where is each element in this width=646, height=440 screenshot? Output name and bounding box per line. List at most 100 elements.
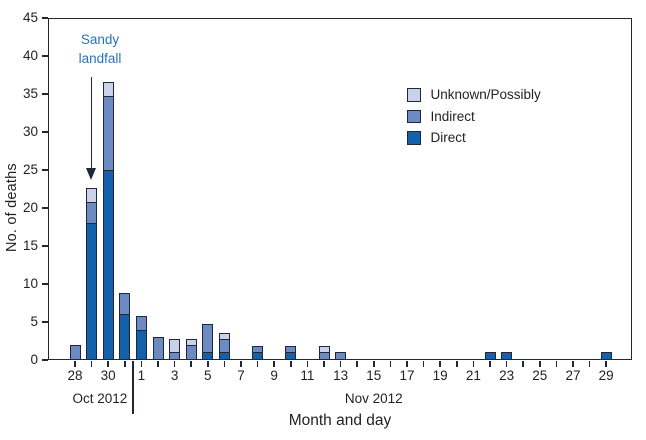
y-tick: [41, 93, 48, 95]
bar-nov-5: [202, 323, 214, 360]
month-label: Nov 2012: [344, 391, 403, 406]
bar-nov-29: [600, 352, 612, 360]
y-tick-label: 10: [22, 276, 38, 291]
bar-segment-indirect: [86, 202, 98, 225]
x-tick-label: 7: [237, 368, 245, 383]
x-tick: [456, 361, 458, 367]
x-tick: [406, 361, 408, 367]
legend-swatch-icon: [407, 131, 421, 145]
bar-oct-31: [119, 293, 131, 360]
x-tick: [223, 361, 226, 367]
y-tick: [41, 17, 48, 19]
x-tick-label: 5: [204, 368, 212, 383]
bar-nov-13: [335, 352, 347, 360]
y-tick: [41, 207, 48, 209]
bar-segment-direct: [218, 352, 230, 360]
month-separator-line: [132, 361, 134, 414]
legend-row: Indirect: [407, 106, 541, 128]
x-tick: [605, 361, 607, 367]
x-tick-label: 23: [499, 368, 515, 383]
y-tick-label: 5: [30, 314, 38, 329]
bar-oct-29: [86, 188, 98, 360]
x-tick: [572, 361, 574, 367]
legend-swatch-icon: [407, 109, 421, 123]
x-tick: [157, 361, 159, 367]
y-tick: [41, 245, 48, 247]
legend-swatch-icon: [407, 88, 421, 102]
bar-nov-6: [218, 332, 230, 360]
x-tick: [306, 361, 309, 367]
x-tick: [173, 361, 176, 367]
y-tick-label: 45: [22, 10, 38, 25]
bar-nov-1: [135, 316, 147, 360]
bar-segment-indirect: [119, 293, 131, 316]
bar-segment-indirect: [152, 337, 164, 360]
x-tick-label: 13: [333, 368, 349, 383]
month-label: Oct 2012: [72, 391, 128, 406]
x-tick-label: 28: [67, 368, 83, 383]
bar-segment-indirect: [318, 352, 330, 360]
bar-nov-4: [185, 338, 197, 360]
x-tick-label: 25: [532, 368, 548, 383]
x-tick: [356, 361, 358, 367]
x-tick: [207, 361, 209, 367]
bar-segment-indirect: [202, 323, 214, 354]
x-tick: [256, 361, 259, 367]
annotation-line-1: Sandy: [80, 32, 120, 47]
bar-segment-direct: [86, 223, 98, 360]
bar-nov-10: [285, 346, 297, 360]
x-tick: [373, 361, 375, 367]
x-tick: [539, 361, 541, 367]
x-tick: [140, 361, 143, 367]
bar-segment-direct: [119, 314, 131, 360]
bar-oct-30: [102, 82, 114, 360]
bar-segment-indirect: [169, 352, 181, 360]
x-axis-title: Month and day: [288, 412, 392, 429]
x-tick-label: 9: [270, 368, 278, 383]
y-tick: [41, 321, 48, 323]
x-tick: [489, 361, 491, 367]
x-tick-label: 11: [300, 368, 315, 383]
x-tick-label: 1: [137, 368, 146, 383]
y-tick-label: 0: [30, 352, 38, 367]
y-tick: [41, 169, 48, 171]
y-tick-label: 15: [22, 238, 38, 253]
bar-nov-3: [169, 338, 181, 360]
legend-row: Unknown/Possibly: [407, 84, 541, 106]
legend-row: Direct: [407, 127, 541, 149]
legend-label: Unknown/Possibly: [430, 87, 541, 103]
y-tick-label: 40: [22, 48, 38, 63]
bar-nov-2: [152, 337, 164, 360]
x-tick: [190, 361, 192, 367]
x-tick-label: 15: [366, 368, 382, 383]
bar-segment-direct: [102, 170, 114, 360]
x-tick: [240, 361, 242, 367]
bar-segment-indirect: [185, 344, 197, 360]
x-tick: [472, 361, 475, 367]
x-tick: [273, 361, 275, 367]
x-tick: [290, 361, 292, 367]
x-tick-label: 27: [565, 368, 581, 383]
bar-nov-12: [318, 346, 330, 360]
x-tick-label: 3: [170, 368, 179, 383]
legend: Unknown/Possibly Indirect Direct: [407, 84, 541, 149]
bar-segment-direct: [252, 352, 264, 360]
y-tick: [41, 359, 48, 361]
annotation-arrow-head-icon: [86, 168, 97, 180]
bar-segment-indirect: [335, 352, 347, 360]
x-tick: [505, 361, 508, 367]
annotation-line-2: landfall: [78, 51, 122, 66]
x-tick: [339, 361, 342, 367]
x-tick: [522, 361, 524, 367]
bar-segment-direct: [501, 352, 513, 360]
bar-segment-direct: [202, 352, 214, 360]
bar-nov-23: [501, 352, 513, 360]
bar-segment-indirect: [102, 95, 114, 172]
bar-oct-28: [69, 344, 81, 360]
bar-nov-22: [484, 352, 496, 360]
x-tick: [74, 361, 76, 367]
legend-label: Indirect: [430, 108, 475, 124]
y-tick-label: 30: [22, 124, 38, 139]
x-tick: [124, 361, 126, 367]
